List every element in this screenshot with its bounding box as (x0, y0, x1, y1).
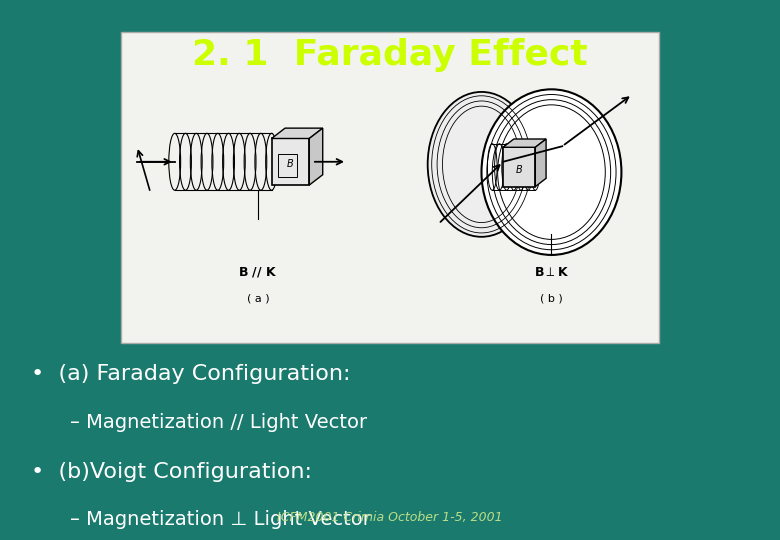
Text: ICFM2001 Crimia October 1-5, 2001: ICFM2001 Crimia October 1-5, 2001 (277, 511, 503, 524)
Text: $\mathbf{B}$ // $\mathbf{K}$: $\mathbf{B}$ // $\mathbf{K}$ (239, 265, 278, 279)
Polygon shape (535, 139, 546, 187)
Text: •  (a) Faraday Configuration:: • (a) Faraday Configuration: (31, 364, 351, 384)
Text: $\mathbf{B}\perp\mathbf{K}$: $\mathbf{B}\perp\mathbf{K}$ (534, 266, 569, 279)
Text: •  (b)Voigt Configuration:: • (b)Voigt Configuration: (31, 462, 312, 482)
Text: B: B (287, 159, 294, 170)
Polygon shape (503, 139, 546, 147)
Bar (503, 147, 535, 187)
Text: – Magnetization // Light Vector: – Magnetization // Light Vector (70, 413, 367, 432)
Polygon shape (271, 128, 323, 138)
Ellipse shape (427, 92, 535, 237)
Text: ( a ): ( a ) (246, 294, 269, 303)
Bar (278, 154, 297, 177)
Bar (271, 138, 310, 185)
Text: ( b ): ( b ) (540, 294, 563, 303)
Text: B: B (516, 165, 523, 174)
Text: 2. 1  Faraday Effect: 2. 1 Faraday Effect (192, 38, 588, 72)
Text: – Magnetization ⊥ Light Vector: – Magnetization ⊥ Light Vector (70, 510, 371, 529)
FancyBboxPatch shape (121, 32, 659, 343)
Ellipse shape (481, 89, 622, 255)
Polygon shape (310, 128, 323, 185)
